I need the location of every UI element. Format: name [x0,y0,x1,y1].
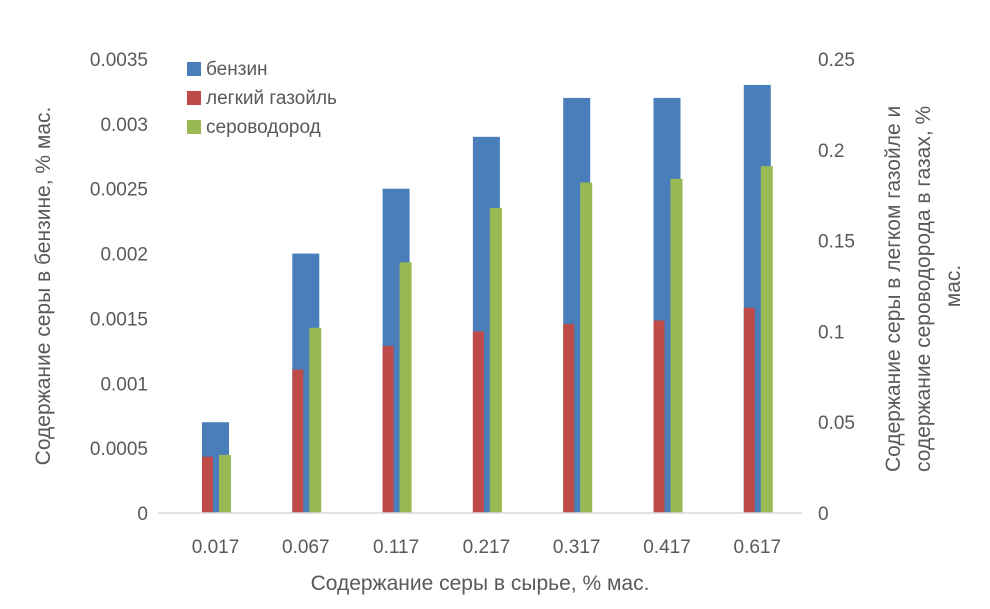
y-left-tick-0-0025: 0.0025 [90,180,148,201]
y-axis-left-title: Содержание серы в бензине, % мас. [32,107,55,466]
x-tick-0-217: 0.217 [463,537,511,558]
y-left-tick-0-0015: 0.0015 [90,309,148,330]
y-axis-right-title-line-2: содержание сероводорода в газах, % [912,106,935,472]
x-tick-0-017: 0.017 [192,537,240,558]
y-axis-right-ticks: 0 0.05 0.1 0.15 0.2 0.25 [818,50,855,525]
x-axis-ticks: 0.017 0.067 0.117 0.217 0.317 0.417 0.617 [192,537,781,558]
y-right-tick-0-25: 0.25 [818,50,855,71]
y-left-tick-0-003: 0.003 [100,115,148,136]
y-axis-right-title: Содержание серы в легком газойле и содер… [882,100,965,472]
legend: бензин легкий газойль сероводород [187,59,337,138]
legend-label-1: бензин [206,59,268,80]
y-left-tick-0-0035: 0.0035 [90,50,148,71]
x-tick-0-317: 0.317 [553,537,601,558]
y-right-tick-0-15: 0.15 [818,232,855,253]
bar-h2s-0-317 [580,182,593,513]
bar-h2s-0-117 [399,262,412,513]
bar-gazoil-0-117 [382,345,394,513]
legend-swatch-2 [187,91,201,105]
y-left-tick-0-002: 0.002 [100,245,148,266]
x-tick-0-617: 0.617 [734,537,782,558]
legend-label-2: легкий газойль [206,88,337,109]
bar-gazoil-0-617 [743,307,755,513]
x-tick-0-117: 0.117 [373,537,419,558]
y-right-tick-0-05: 0.05 [818,413,855,434]
legend-swatch-1 [187,62,201,76]
legend-swatch-3 [187,120,201,134]
y-axis-right-title-line-1: Содержание серы в легком газойле и [882,106,905,472]
y-left-tick-0-0005: 0.0005 [90,439,148,460]
y-left-tick-0: 0 [137,504,148,525]
x-tick-0-067: 0.067 [282,537,330,558]
y-axis-right-title-line-3: мас. [942,265,965,307]
y-right-tick-0-2: 0.2 [818,141,844,162]
bar-h2s-0-067 [309,327,322,513]
y-left-tick-0-001: 0.001 [100,374,148,395]
legend-label-3: сероводород [206,117,321,138]
y-axis-left-ticks: 0 0.0005 0.001 0.0015 0.002 0.0025 0.003 0.0035 [90,50,148,525]
bar-gazoil-0-067 [292,369,304,513]
bar-h2s-0-417 [670,178,683,513]
bar-gazoil-0-217 [472,331,484,513]
bar-h2s-0-217 [489,207,502,514]
y-right-tick-0-1: 0.1 [818,322,844,343]
x-tick-0-417: 0.417 [643,537,691,558]
bar-gazoil-0-317 [563,324,575,513]
bars-layer [202,84,773,514]
bar-gazoil-0-017 [202,456,213,513]
bar-h2s-0-017 [219,454,231,513]
bar-gazoil-0-417 [653,320,665,513]
y-right-tick-0: 0 [818,504,829,525]
x-axis-title: Содержание серы в сырье, % мас. [311,572,650,595]
bar-h2s-0-617 [760,166,773,514]
